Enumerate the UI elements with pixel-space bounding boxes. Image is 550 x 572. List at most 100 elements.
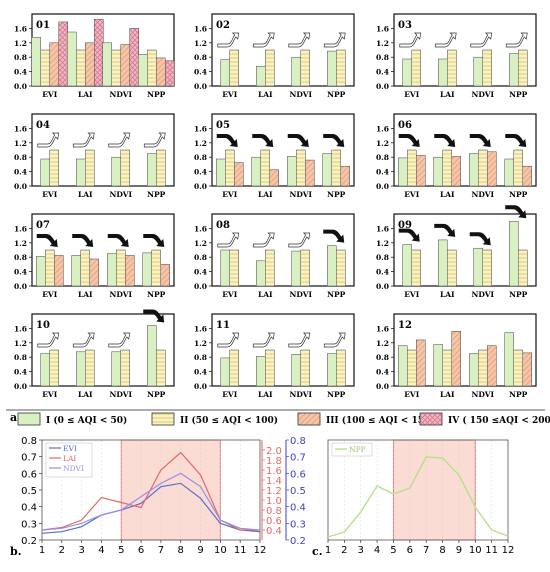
y-right1-tick-label: 0.6 [266, 516, 282, 527]
y-tick-label: 0.0 [14, 182, 27, 191]
bar [234, 162, 244, 187]
bar-panel-01: 01 0.0 0.4 0.8 1.2 1.6 EVI LAI NDVI NPP [14, 13, 175, 99]
bar [229, 249, 239, 287]
series-line-evi [41, 482, 261, 534]
y-tick-label: 1.2 [194, 339, 207, 348]
bar [336, 349, 346, 387]
up-arrow-icon [399, 32, 422, 48]
y-right1-tick-label: 2.0 [266, 446, 282, 457]
plot-frame [327, 439, 509, 541]
bar [265, 349, 275, 387]
bar [67, 31, 77, 87]
x-tick-label: 5 [118, 545, 124, 556]
bar [260, 149, 270, 187]
legend-label: NPP [349, 445, 366, 454]
down-arrow-icon [323, 134, 345, 147]
up-arrow-icon [217, 332, 240, 348]
bar [138, 54, 148, 87]
bar [402, 58, 412, 87]
y-tick-label: 1.2 [194, 39, 207, 48]
y-tick-label: 0.0 [376, 382, 389, 391]
y-tick-label: 1.6 [376, 24, 389, 33]
bar [156, 57, 166, 87]
y-right2-tick-label: 0.6 [290, 469, 306, 480]
legend-label: I (0 ≤ AQI < 50) [46, 415, 127, 426]
bar [340, 165, 350, 187]
line-legend [45, 442, 93, 478]
bar [269, 169, 279, 187]
up-arrow-icon [252, 32, 275, 48]
up-arrow-icon [252, 232, 275, 248]
x-tick-label: NPP [509, 290, 527, 299]
bar [407, 349, 417, 387]
up-arrow-icon [217, 232, 240, 248]
bar [322, 153, 332, 187]
legend-swatch [419, 412, 443, 426]
x-tick-label: LAI [258, 390, 273, 399]
bar-panel-10: 10 0.0 0.4 0.8 1.2 1.6 EVI LAI NDVI NPP [14, 309, 175, 399]
up-arrow-icon [72, 132, 95, 148]
x-tick-label: EVI [42, 90, 58, 99]
y-tick-label: 1.2 [14, 139, 27, 148]
y-tick-label: 1.2 [376, 139, 389, 148]
bar [478, 149, 488, 187]
bar [54, 255, 64, 287]
y-right1-tick-label: 1.6 [266, 466, 282, 477]
y-tick-label: 0.4 [14, 168, 27, 177]
x-tick-label: 1 [325, 545, 331, 556]
y-tick-label: 0.8 [194, 153, 207, 162]
y-tick-label: 0.4 [376, 368, 389, 377]
x-tick-label: EVI [42, 190, 58, 199]
x-tick-label: EVI [222, 90, 238, 99]
panel-label: 09 [398, 220, 412, 231]
y-tick-label: 0.4 [194, 368, 207, 377]
bar [327, 353, 337, 387]
down-arrow-icon [143, 309, 165, 323]
x-tick-label: NDVI [109, 290, 132, 299]
y-tick-label: 0.8 [14, 353, 27, 362]
bar [151, 249, 161, 287]
y-tick-label: 0.0 [194, 382, 207, 391]
down-arrow-icon [505, 205, 527, 219]
panel-label: 03 [398, 20, 412, 31]
y-tick-label: 0.8 [194, 253, 207, 262]
bar-panel-04: 04 0.0 0.4 0.8 1.2 1.6 EVI LAI NDVI NPP [14, 113, 175, 199]
bar [76, 49, 86, 87]
y-left-tick-label: 0.4 [21, 503, 37, 514]
x-tick-label: 10 [214, 545, 227, 556]
legend-label: II (50 ≤ AQI < 100) [180, 415, 278, 426]
legend-label: III (100 ≤ AQI < 150) [326, 415, 435, 426]
y-tick-label: 1.6 [194, 24, 207, 33]
y-tick-label: 1.2 [14, 239, 27, 248]
bar [287, 156, 297, 187]
x-tick-label: 7 [423, 545, 429, 556]
bar [40, 158, 50, 187]
up-arrow-icon [37, 132, 60, 148]
x-tick-label: NPP [327, 290, 345, 299]
y-right2-tick-label: 0.2 [290, 536, 306, 547]
bar [482, 49, 492, 87]
bar [416, 155, 426, 187]
down-arrow-icon [398, 228, 420, 242]
down-arrow-icon [398, 134, 420, 147]
bar [85, 42, 95, 87]
bar [300, 49, 310, 87]
y-tick-label: 0.4 [194, 268, 207, 277]
bar [291, 56, 301, 87]
y-right2-tick-label: 0.4 [290, 503, 306, 514]
down-arrow-icon [252, 134, 274, 147]
x-tick-label: 2 [341, 545, 347, 556]
x-tick-label: NDVI [289, 190, 312, 199]
bar [147, 325, 157, 387]
bar [451, 156, 461, 187]
y-right1-tick-label: 1.0 [266, 496, 282, 507]
bar [160, 264, 170, 287]
x-tick-label: NDVI [289, 90, 312, 99]
up-arrow-icon [323, 332, 346, 348]
x-tick-label: 2 [59, 545, 65, 556]
y-left-tick-label: 0.2 [21, 536, 37, 547]
bar [129, 28, 139, 87]
legend-swatch [297, 412, 321, 426]
bar [522, 352, 532, 387]
y-tick-label: 0.8 [14, 153, 27, 162]
